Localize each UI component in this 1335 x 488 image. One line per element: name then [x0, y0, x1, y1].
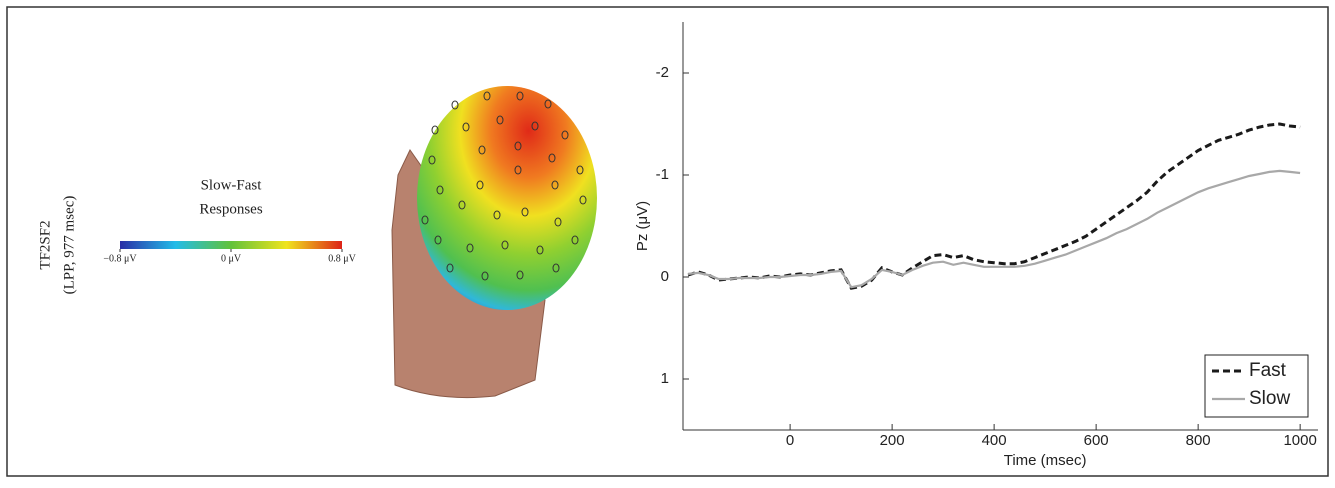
- row-sublabel: (LPP, 977 msec): [61, 196, 77, 295]
- line-chart: -2 -1 0 1 0 200 400 600 800 1000 Time (msec) Pz (μV…: [634, 22, 1318, 469]
- colorbar-tick-label: 0 μV: [221, 253, 242, 264]
- y-tick-label: 0: [661, 268, 669, 285]
- series-line: [687, 122, 1301, 290]
- x-tick-label: 800: [1186, 432, 1211, 449]
- map-title: Responses: [199, 201, 262, 217]
- x-axis-label: Time (msec): [1004, 452, 1087, 469]
- legend-box: [1204, 354, 1309, 418]
- x-tick-label: 1000: [1283, 432, 1316, 449]
- series-line: [687, 169, 1301, 289]
- y-tick-label: 1: [661, 370, 669, 387]
- electrodes: [421, 91, 587, 281]
- row-label: TF2SF2: [37, 220, 53, 269]
- map-title: Slow-Fast: [201, 177, 263, 193]
- y-tick-label: -2: [656, 64, 669, 81]
- x-tick-label: 600: [1084, 432, 1109, 449]
- legend-label: Slow: [1249, 388, 1290, 409]
- colorbar-tick-label: 0.8 μV: [328, 253, 356, 264]
- colorbar-tick-label: −0.8 μV: [103, 253, 137, 264]
- colorbar: [120, 241, 342, 249]
- x-tick-label: 200: [880, 432, 905, 449]
- y-axis-label: Pz (μV): [634, 201, 651, 251]
- frame: [6, 6, 1329, 477]
- x-tick-label: 400: [982, 432, 1007, 449]
- legend-label: Fast: [1249, 360, 1287, 381]
- x-tick-label: 0: [786, 432, 794, 449]
- y-tick-label: -1: [656, 166, 669, 183]
- head: [391, 86, 597, 399]
- row-labels: TF2SF2 (LPP, 977 msec): [37, 196, 77, 295]
- scalp: [417, 86, 597, 310]
